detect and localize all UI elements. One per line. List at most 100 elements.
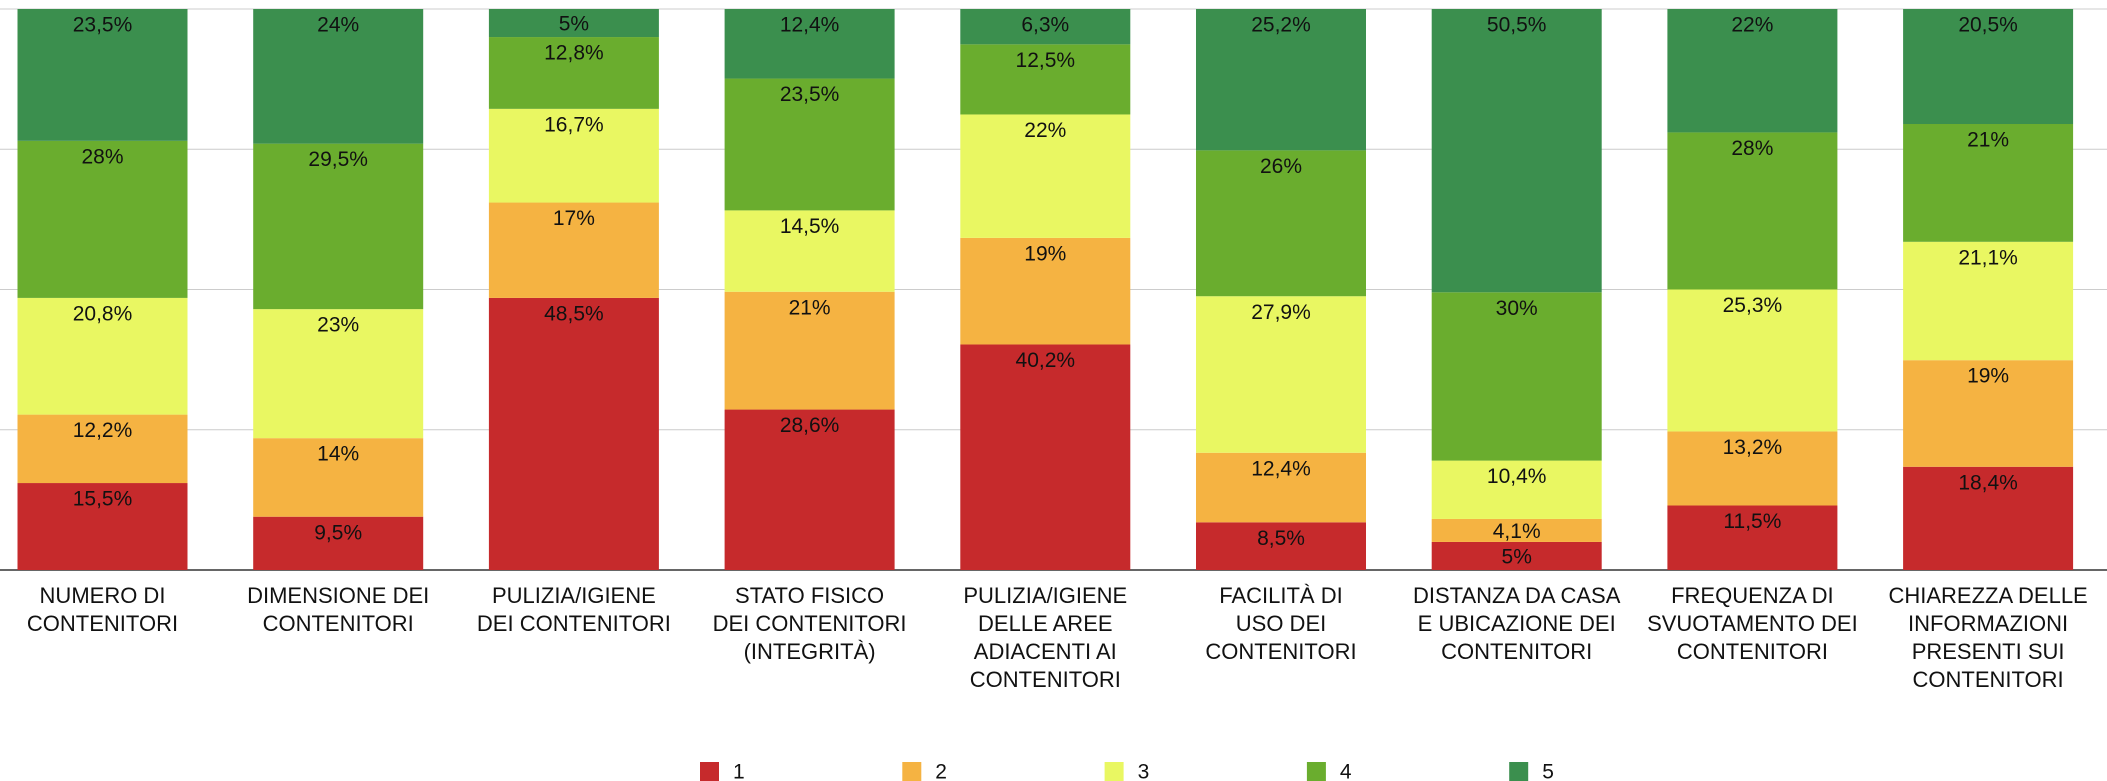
- data-label: 30%: [1496, 297, 1538, 320]
- data-label: 4,1%: [1493, 520, 1541, 543]
- bar-segment: [488, 9, 659, 38]
- bar-segment: [960, 44, 1131, 115]
- data-label: 17%: [553, 207, 595, 230]
- data-label: 20,5%: [1958, 14, 2018, 37]
- data-label: 19%: [1967, 365, 2009, 388]
- data-label: 6,3%: [1021, 14, 1069, 37]
- bar-segment: [1903, 241, 2074, 361]
- legend-label: 5: [1542, 761, 1554, 781]
- bar-segment: [724, 78, 895, 211]
- bar-segment: [17, 414, 188, 484]
- bar-segment: [1196, 522, 1366, 570]
- bar-segment: [17, 9, 188, 141]
- bar-segment: [1667, 431, 1838, 506]
- legend-swatch: [1104, 762, 1124, 781]
- bar-segment: [253, 143, 424, 310]
- x-tick-label: PULIZIA/IGIENE DEI CONTENITORI: [476, 583, 671, 636]
- x-tick-label: STATO FISICO DEI CONTENITORI (INTEGRITÀ): [712, 583, 907, 664]
- data-label: 26%: [1260, 155, 1302, 178]
- x-tick-label: FACILITÀ DI USO DEI CONTENITORI: [1205, 583, 1357, 664]
- bar-segment: [1903, 360, 2074, 467]
- bar-segment: [1431, 292, 1602, 461]
- x-tick-label: FREQUENZA DI SVUOTAMENTO DEI CONTENITORI: [1647, 583, 1858, 664]
- data-label: 21%: [1967, 129, 2009, 152]
- data-label: 12,8%: [544, 42, 604, 65]
- data-label: 29,5%: [308, 148, 368, 171]
- bar-segment: [488, 108, 659, 203]
- bar-segment: [1903, 466, 2074, 570]
- bar-segment: [1431, 460, 1602, 519]
- legend-label: 3: [1138, 761, 1150, 781]
- data-label: 14%: [317, 443, 359, 466]
- data-label: 5%: [559, 13, 589, 36]
- data-label: 22%: [1024, 119, 1066, 142]
- bar-segment: [1667, 9, 1838, 133]
- data-label: 19%: [1024, 242, 1066, 265]
- data-label: 23%: [317, 314, 359, 337]
- data-label: 25,3%: [1723, 294, 1783, 317]
- data-label: 22%: [1731, 14, 1773, 37]
- bar-segment: [1196, 296, 1366, 453]
- data-label: 24%: [317, 14, 359, 37]
- bar-segment: [1667, 289, 1838, 432]
- data-label: 25,2%: [1251, 14, 1311, 37]
- data-label: 15,5%: [73, 488, 133, 511]
- bar-segment: [1903, 9, 2074, 125]
- bar-segment: [253, 438, 424, 517]
- data-label: 9,5%: [314, 521, 362, 544]
- data-label: 20,8%: [73, 302, 133, 325]
- data-label: 12,2%: [73, 419, 133, 442]
- legend-swatch: [1306, 762, 1326, 781]
- legend-label: 2: [935, 761, 947, 781]
- bar-segment: [1903, 124, 2074, 242]
- data-label: 50,5%: [1487, 14, 1547, 37]
- data-label: 23,5%: [780, 83, 840, 106]
- bar-segment: [1431, 9, 1602, 293]
- data-label: 16,7%: [544, 113, 604, 136]
- data-label: 12,5%: [1016, 49, 1076, 72]
- bar-segment: [17, 297, 188, 415]
- bar-segment: [724, 9, 895, 79]
- legend-swatch: [1509, 762, 1529, 781]
- bar-segment: [488, 202, 659, 298]
- bar-segment: [724, 210, 895, 292]
- bar-segment: [1431, 541, 1602, 570]
- data-label: 14,5%: [780, 215, 840, 238]
- x-tick-label: NUMERO DI CONTENITORI: [26, 583, 179, 636]
- bar-segment: [1431, 518, 1602, 542]
- x-tick-label: DISTANZA DA CASA E UBICAZIONE DEI CONTEN…: [1412, 583, 1621, 664]
- bar-segment: [1196, 9, 1366, 151]
- data-label: 10,4%: [1487, 465, 1547, 488]
- bar-segment: [1196, 452, 1366, 523]
- x-tick-label: PULIZIA/IGIENE DELLE AREE ADIACENTI AI C…: [963, 583, 1128, 692]
- data-label: 28,6%: [780, 414, 840, 437]
- data-label: 5%: [1502, 546, 1532, 569]
- data-label: 40,2%: [1016, 349, 1076, 372]
- data-label: 28%: [1731, 137, 1773, 160]
- bar-segment: [724, 409, 895, 570]
- x-tick-label: DIMENSIONE DEI CONTENITORI: [247, 583, 430, 636]
- bar-segment: [488, 297, 659, 570]
- legend-label: 4: [1340, 761, 1352, 781]
- legend-label: 1: [733, 761, 745, 781]
- bar-segment: [960, 114, 1131, 238]
- bar-segment: [960, 9, 1131, 45]
- data-label: 21,1%: [1958, 246, 2018, 269]
- bar-segment: [253, 9, 424, 144]
- bar-segment: [253, 516, 424, 570]
- data-label: 21%: [789, 296, 831, 319]
- bar-segment: [17, 483, 188, 570]
- data-label: 8,5%: [1257, 527, 1305, 550]
- data-label: 13,2%: [1723, 436, 1783, 459]
- bar-segment: [960, 344, 1131, 570]
- bar-segment: [1667, 505, 1838, 570]
- data-label: 48,5%: [544, 302, 604, 325]
- data-label: 12,4%: [1251, 457, 1311, 480]
- legend-swatch: [902, 762, 922, 781]
- bar-segment: [724, 291, 895, 410]
- data-label: 27,9%: [1251, 301, 1311, 324]
- data-label: 12,4%: [780, 14, 840, 37]
- legend-swatch: [700, 762, 719, 781]
